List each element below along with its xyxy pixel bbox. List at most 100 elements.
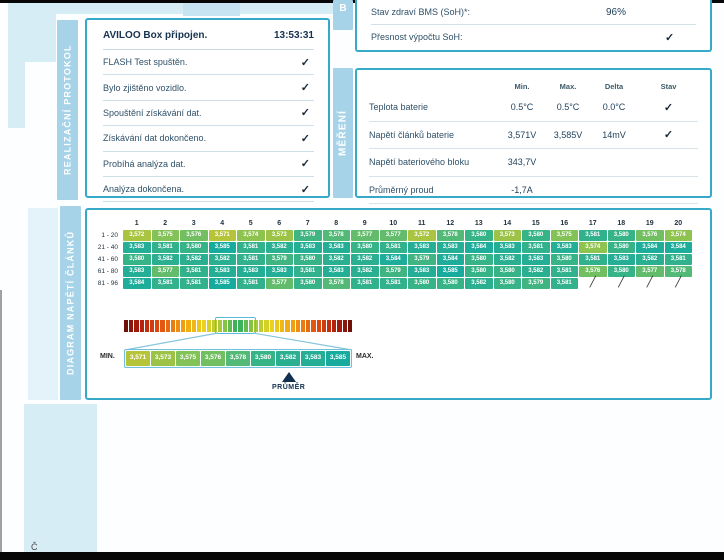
voltage-cell: 3,577 — [351, 230, 379, 241]
scale-square — [332, 320, 337, 332]
voltage-cell: 3,584 — [123, 278, 151, 289]
section-label-bms-stub: B — [333, 0, 353, 30]
voltage-cell: 3,581 — [237, 242, 265, 253]
scale-min-label: MIN. — [100, 353, 115, 360]
measurement-value: 343,7V — [507, 157, 537, 168]
scale-zoom-cell: 3,571 — [126, 351, 150, 366]
measurement-col-header: Min. — [514, 82, 530, 91]
voltage-cell: 3,582 — [180, 254, 208, 265]
voltage-cell: 3,581 — [550, 266, 578, 277]
voltage-cell: 3,582 — [465, 278, 493, 289]
measurement-row-label: Průměrný proud — [369, 184, 434, 195]
missing-cell-slash-icon: ╱ — [589, 277, 596, 288]
voltage-cell: 3,576 — [636, 230, 664, 241]
top-band-tab — [183, 3, 240, 16]
average-label: PRŮMĚR — [271, 384, 306, 391]
grid-row-label: 21 - 40 — [97, 244, 118, 251]
measurement-value: -1,7A — [511, 184, 533, 195]
voltage-cell: 3,583 — [237, 266, 265, 277]
voltage-cell: 3,573 — [493, 230, 521, 241]
scale-zoom-cell: 3,575 — [176, 351, 200, 366]
scale-square — [124, 320, 129, 332]
scale-square — [269, 320, 274, 332]
voltage-cell: 3,576 — [180, 230, 208, 241]
voltage-cell: 3,580 — [123, 254, 151, 265]
voltage-cell: 3,577 — [151, 266, 179, 277]
voltage-cell: 3,574 — [579, 242, 607, 253]
voltage-cell: 3,581 — [351, 278, 379, 289]
scale-square — [300, 320, 306, 332]
scale-zoom-cell: 3,573 — [151, 351, 175, 366]
voltage-cell: 3,580 — [436, 278, 464, 289]
voltage-cell: 3,582 — [493, 254, 521, 265]
section-label-diagram: DIAGRAM NAPĚTÍ ČLÁNKŮ — [60, 206, 81, 400]
check-icon: ✓ — [663, 101, 674, 114]
voltage-cell: 3,584 — [379, 254, 407, 265]
diagram-margin-band — [28, 208, 58, 400]
grid-col-header: 1 — [134, 220, 139, 227]
voltage-cell: 3,577 — [636, 266, 664, 277]
checklist-item-label: Bylo zjištěno vozidlo. — [103, 82, 187, 93]
scale-square — [150, 320, 155, 332]
voltage-cell: 3,572 — [408, 230, 436, 241]
scale-square — [139, 320, 144, 332]
voltage-cell: 3,585 — [208, 278, 236, 289]
grid-corner — [91, 219, 122, 229]
voltage-cell: 3,580 — [294, 254, 322, 265]
check-icon: ✓ — [300, 56, 310, 69]
grid-col-header: 7 — [305, 220, 310, 227]
margin-band — [8, 3, 25, 128]
voltage-cell: 3,579 — [408, 254, 436, 265]
average-marker-icon — [281, 372, 296, 382]
scale-zoom-cell: 3,585 — [326, 351, 350, 366]
voltage-cell: 3,583 — [408, 242, 436, 253]
voltage-cell: 3,585 — [208, 242, 236, 253]
voltage-cell: 3,581 — [180, 266, 208, 277]
check-icon: ✓ — [665, 31, 675, 44]
checklist-item: Spouštění získávání dat. ✓ — [103, 101, 314, 127]
grid-row-label: 1 - 20 — [101, 232, 118, 239]
protocol-checklist-box: AVILOO Box připojen. 13:53:31 FLASH Test… — [85, 18, 330, 203]
grid-col-header: 5 — [248, 220, 253, 227]
missing-cell-slash-icon: ╱ — [675, 277, 682, 288]
grid-col-header: 3 — [191, 220, 196, 227]
voltage-cell: 3,581 — [180, 278, 208, 289]
check-icon: ✓ — [300, 82, 310, 95]
scale-square — [248, 320, 254, 332]
voltage-cell: 3,571 — [208, 230, 236, 241]
section-label-realizacni-protokol: REALIZAČNÍ PROTOKOL — [57, 20, 78, 200]
scale-square — [306, 320, 311, 332]
scale-max-label: MAX. — [356, 353, 374, 360]
scale-square — [243, 320, 248, 332]
voltage-cell: 3,584 — [465, 242, 493, 253]
soh-value: 96% — [606, 6, 627, 18]
voltage-cell: 3,584 — [636, 242, 664, 253]
voltage-cell: 3,579 — [294, 230, 322, 241]
voltage-cell: 3,574 — [664, 230, 692, 241]
measurement-value: 0.0°C — [602, 102, 626, 113]
voltage-cell: 3,585 — [436, 266, 464, 277]
voltage-cell: 3,581 — [151, 242, 179, 253]
grid-col-header: 17 — [588, 220, 597, 227]
protocol-checklist: FLASH Test spuštěn. ✓ Bylo zjištěno vozidl… — [103, 50, 314, 203]
voltage-cell: 3,581 — [579, 230, 607, 241]
voltage-cell: 3,579 — [379, 266, 407, 277]
grid-col-header: 12 — [446, 220, 455, 227]
scale-square — [285, 320, 290, 332]
voltage-scale-bar — [124, 320, 352, 332]
checklist-item-label: FLASH Test spuštěn. — [103, 57, 188, 68]
voltage-cell: 3,582 — [151, 254, 179, 265]
scale-square — [233, 320, 238, 332]
protocol-header-row: AVILOO Box připojen. 13:53:31 — [103, 22, 314, 50]
scale-square — [326, 320, 332, 332]
voltage-cell: 3,580 — [607, 266, 635, 277]
checklist-item-label: Spouštění získávání dat. — [103, 107, 202, 118]
voltage-cell: 3,580 — [408, 278, 436, 289]
voltage-cell: 3,581 — [237, 254, 265, 265]
voltage-cell: 3,575 — [151, 230, 179, 241]
soh-rows: Stav zdraví BMS (SoH)*: 96% Přesnost výpoč… — [371, 0, 696, 49]
check-icon: ✓ — [300, 132, 310, 145]
checklist-item-label: Probíhá analýza dat. — [103, 158, 186, 169]
status-cell: ✓ — [639, 101, 698, 114]
voltage-cell: 3,578 — [322, 278, 350, 289]
